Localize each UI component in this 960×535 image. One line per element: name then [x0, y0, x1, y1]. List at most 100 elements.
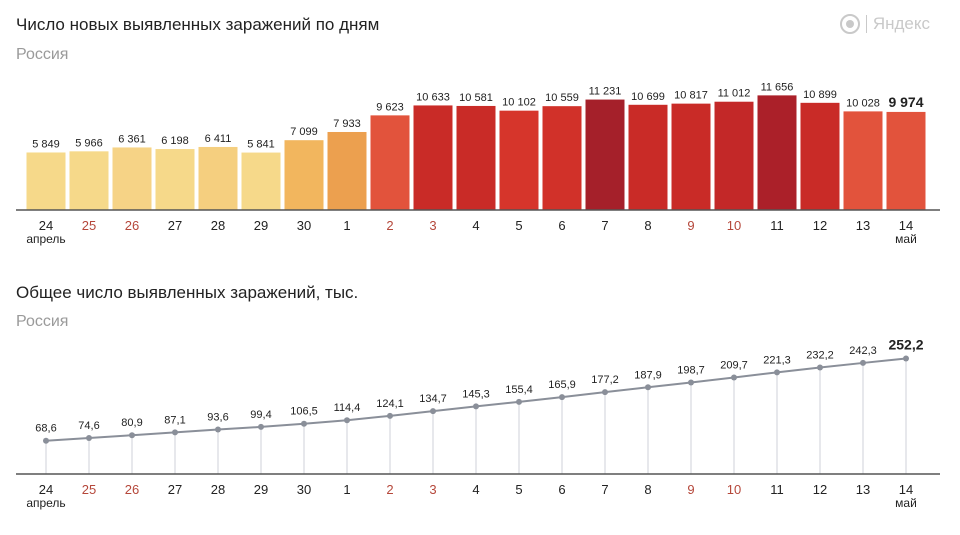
x-tick-label-1: 25 — [82, 482, 96, 497]
x-tick-label-2: 26 — [125, 482, 139, 497]
bar-0 — [26, 152, 66, 210]
data-point-3 — [172, 429, 178, 436]
bar-value-label-5: 5 841 — [247, 139, 275, 151]
point-value-label-11: 155,4 — [505, 384, 533, 396]
data-point-7 — [344, 417, 350, 424]
x-tick-label-15: 9 — [687, 218, 694, 233]
bar-value-label-14: 10 699 — [631, 91, 665, 103]
bar-value-label-18: 10 899 — [803, 89, 837, 101]
point-value-label-20: 252,2 — [888, 337, 923, 353]
point-value-label-1: 74,6 — [78, 420, 99, 432]
data-point-17 — [774, 369, 780, 376]
x-tick-label-6: 30 — [297, 218, 311, 233]
bar-19 — [843, 111, 883, 210]
bar-5 — [241, 152, 281, 210]
x-tick-label-14: 8 — [644, 218, 651, 233]
bar-7 — [327, 131, 367, 210]
bar-value-label-12: 10 559 — [545, 92, 579, 104]
bar-16 — [714, 101, 754, 210]
bar-value-label-6: 7 099 — [290, 126, 318, 138]
x-tick-label-19: 13 — [856, 482, 870, 497]
x-tick-label-1: 25 — [82, 218, 96, 233]
x-tick-label-0: 24 — [39, 482, 53, 497]
x-tick-label-2: 26 — [125, 218, 139, 233]
x-tick-label-19: 13 — [856, 218, 870, 233]
data-point-13 — [602, 389, 608, 396]
bar-value-label-2: 6 361 — [118, 133, 146, 145]
point-value-label-17: 221,3 — [763, 354, 791, 366]
bar-8 — [370, 115, 410, 210]
x-tick-label-20: 14 — [899, 482, 913, 497]
bar-value-label-4: 6 411 — [205, 133, 232, 145]
x-tick-label-13: 7 — [601, 218, 608, 233]
yandex-logo-icon — [839, 14, 860, 34]
data-point-1 — [86, 435, 92, 442]
point-value-label-0: 68,6 — [35, 423, 56, 435]
x-tick-label-9: 3 — [429, 218, 436, 233]
bar-value-label-9: 10 633 — [416, 91, 450, 103]
data-point-5 — [258, 423, 264, 430]
x-tick-label-17: 11 — [770, 218, 784, 233]
logo-divider — [865, 15, 867, 33]
bar-value-label-19: 10 028 — [846, 97, 880, 109]
point-value-label-15: 198,7 — [677, 364, 705, 376]
x-tick-label-20: 14 — [899, 218, 913, 233]
bar-10 — [456, 105, 496, 210]
x-tick-label-15: 9 — [687, 482, 694, 497]
point-value-label-8: 124,1 — [376, 398, 404, 410]
data-point-4 — [215, 426, 221, 433]
point-value-label-6: 106,5 — [290, 406, 318, 418]
bar-3 — [155, 149, 195, 210]
bar-value-label-8: 9 623 — [376, 101, 404, 113]
data-point-10 — [473, 403, 479, 410]
data-point-0 — [43, 437, 49, 444]
bar-15 — [671, 103, 711, 210]
x-tick-label-8: 2 — [386, 482, 393, 497]
point-value-label-13: 177,2 — [591, 374, 619, 386]
point-value-label-5: 99,4 — [250, 409, 271, 421]
bar-value-label-13: 11 231 — [589, 86, 622, 98]
x-tick-label-17: 11 — [770, 482, 784, 497]
x-tick-label-5: 29 — [254, 218, 268, 233]
data-point-12 — [559, 394, 565, 401]
point-value-label-18: 232,2 — [806, 349, 834, 361]
bar-6 — [284, 140, 324, 210]
data-point-20 — [903, 355, 909, 362]
chart-subtitle-total: Россия — [16, 313, 69, 330]
x-tick-label-11: 5 — [515, 218, 522, 233]
data-point-18 — [817, 364, 823, 371]
bar-2 — [112, 147, 152, 210]
x-tick-label-14: 8 — [644, 482, 651, 497]
bar-value-label-7: 7 933 — [333, 118, 361, 130]
point-value-label-10: 145,3 — [462, 388, 490, 400]
bar-value-label-0: 5 849 — [32, 138, 60, 150]
point-value-label-9: 134,7 — [419, 393, 447, 405]
point-value-label-14: 187,9 — [634, 369, 662, 381]
month-label-0: апрель — [26, 496, 65, 510]
bar-4 — [198, 146, 238, 210]
x-tick-label-9: 3 — [429, 482, 436, 497]
bar-value-label-15: 10 817 — [674, 90, 708, 102]
x-tick-label-7: 1 — [343, 218, 350, 233]
x-tick-label-10: 4 — [472, 218, 479, 233]
brand-name: Яндекс — [872, 14, 930, 33]
x-tick-label-6: 30 — [297, 482, 311, 497]
x-tick-label-12: 6 — [558, 218, 565, 233]
bar-value-label-3: 6 198 — [161, 135, 189, 147]
x-tick-label-4: 28 — [211, 218, 225, 233]
x-tick-label-7: 1 — [343, 482, 350, 497]
chart-title-total: Общее число выявленных заражений, тыс. — [16, 283, 359, 302]
data-point-16 — [731, 374, 737, 381]
month-label-20: май — [895, 496, 917, 510]
data-point-11 — [516, 398, 522, 405]
point-value-label-3: 87,1 — [164, 414, 185, 426]
bar-value-label-17: 11 656 — [761, 81, 794, 93]
data-point-14 — [645, 384, 651, 391]
month-label-20: май — [895, 232, 917, 246]
chart-subtitle-daily: Россия — [16, 46, 69, 63]
x-tick-label-0: 24 — [39, 218, 53, 233]
point-value-label-2: 80,9 — [121, 417, 142, 429]
bar-value-label-11: 10 102 — [502, 97, 536, 109]
